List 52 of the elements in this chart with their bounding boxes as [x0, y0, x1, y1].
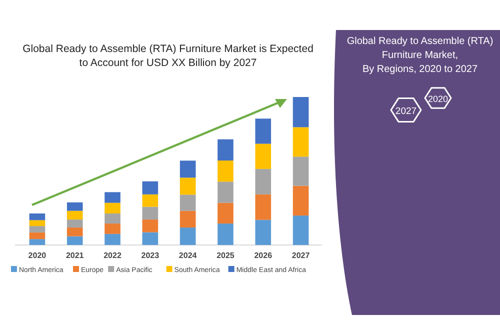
bar	[292, 186, 309, 216]
bar	[66, 228, 83, 236]
bar	[66, 236, 83, 245]
x-tick-label: 2020	[28, 251, 47, 260]
chart-title: Global Ready to Assemble (RTA) Furniture Market is Expected to Account for USD XX Billion by 2027	[22, 43, 314, 69]
bar	[142, 181, 158, 194]
bar	[104, 192, 120, 203]
bar	[218, 160, 234, 182]
bar	[142, 220, 158, 232]
x-tick-label: 2024	[178, 251, 198, 260]
bar	[142, 206, 158, 220]
bar	[255, 144, 272, 169]
x-tick-label: 2022	[104, 251, 122, 260]
bar	[292, 216, 309, 245]
bar	[255, 168, 272, 194]
bar	[292, 97, 309, 128]
bar	[66, 220, 83, 228]
bar	[29, 220, 46, 226]
bar	[292, 156, 309, 186]
text: Global Ready to Assemble (RTA) Furniture Market, By Regions, 2020 to 2027	[346, 36, 494, 75]
bar	[66, 202, 83, 211]
bar	[104, 224, 120, 234]
bar	[255, 194, 272, 220]
bar	[180, 160, 196, 178]
x-tick-label: 2023	[141, 251, 160, 260]
bar	[180, 194, 196, 211]
bar	[29, 232, 46, 240]
x-tick-label: 2021	[66, 251, 84, 260]
bar	[180, 228, 196, 245]
bar	[104, 213, 120, 224]
text: 2027	[395, 106, 417, 117]
x-tick-label: 2025	[216, 251, 235, 260]
bar	[255, 220, 272, 245]
bar	[142, 194, 158, 207]
bar	[218, 224, 234, 245]
bar	[104, 234, 120, 245]
bar	[104, 202, 120, 214]
bar	[180, 178, 196, 195]
bar	[29, 239, 46, 245]
bar	[255, 118, 272, 144]
text: 2020	[428, 94, 448, 104]
bar	[218, 139, 234, 160]
bar	[180, 210, 196, 228]
bar	[218, 182, 234, 203]
bar	[218, 202, 234, 224]
bar	[142, 232, 158, 245]
bar	[66, 210, 83, 220]
bar	[29, 226, 46, 232]
x-tick-label: 2026	[254, 251, 273, 260]
bar	[29, 213, 46, 220]
bar	[292, 127, 309, 157]
x-tick-label: 2027	[292, 251, 310, 260]
